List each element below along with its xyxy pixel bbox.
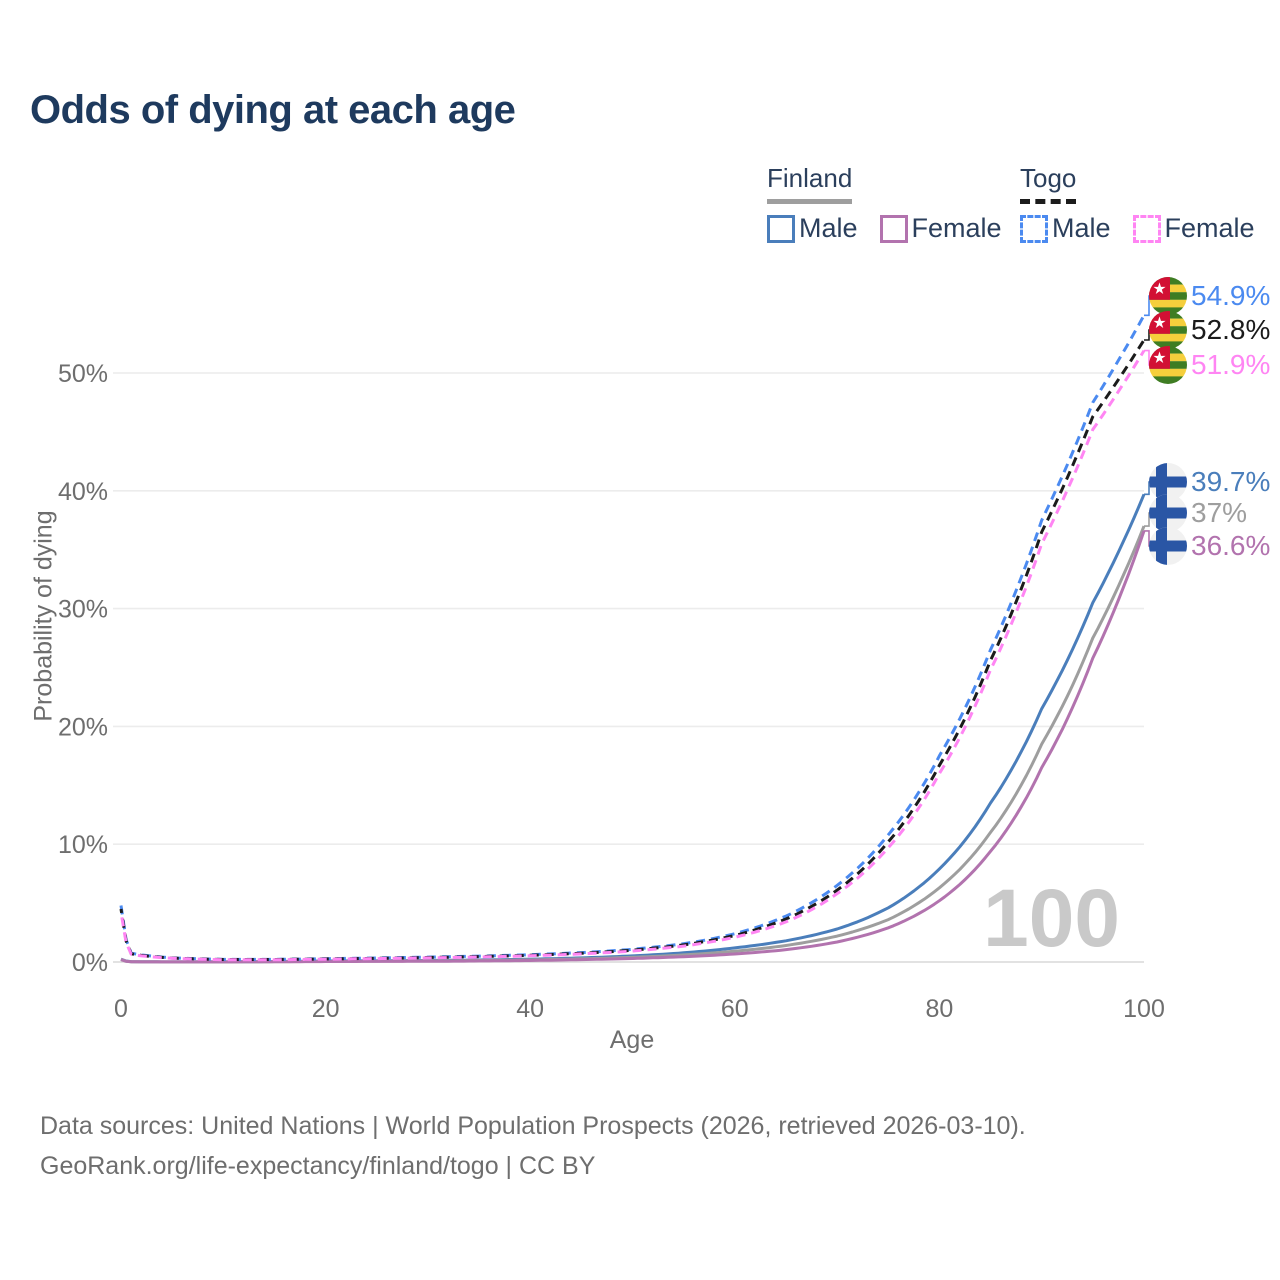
legend-togo-country-label[interactable]: Togo — [1020, 163, 1077, 204]
legend-togo-female-label[interactable]: Female — [1164, 213, 1255, 243]
legend-togo-male-label[interactable]: Male — [1052, 213, 1111, 243]
x-axis-title: Age — [609, 1026, 655, 1054]
end-value-label-finland-total: 37% — [1191, 497, 1247, 528]
legend-finland-country-label[interactable]: Finland — [767, 163, 853, 204]
togo-male-line-swatch[interactable] — [1020, 214, 1048, 243]
end-value-label-togo-female: 51.9% — [1191, 349, 1270, 380]
legend-togo-group: Togo Male Female — [1020, 163, 1277, 244]
series-line-finland-female — [120, 530, 1146, 964]
data-sources-line2: GeoRank.org/life-expectancy/finland/togo… — [40, 1152, 596, 1180]
y-tick-label-10%: 10% — [58, 831, 108, 859]
end-value-label-togo-total: 52.8% — [1191, 314, 1270, 345]
finland-flag-icon — [1149, 527, 1187, 565]
togo-female-line-swatch[interactable] — [1132, 214, 1161, 243]
data-sources-line1: Data sources: United Nations | World Pop… — [40, 1112, 1026, 1140]
series-line-togo-female — [119, 349, 1146, 962]
togo-flag-icon — [1149, 346, 1187, 384]
y-tick-label-50%: 50% — [58, 360, 108, 388]
x-tick-label-80: 80 — [925, 995, 953, 1023]
x-tick-label-60: 60 — [721, 995, 749, 1023]
end-value-label-finland-male: 39.7% — [1191, 466, 1270, 497]
togo-flag-icon — [1149, 277, 1187, 315]
x-tick-label-40: 40 — [516, 995, 544, 1023]
legend-finland-group: Finland Male Female — [767, 163, 1024, 244]
age-watermark: 100 — [983, 873, 1120, 964]
finland-female-line-swatch[interactable] — [879, 214, 908, 243]
end-value-label-togo-male: 54.9% — [1191, 280, 1270, 311]
y-tick-label-30%: 30% — [58, 596, 108, 624]
legend-finland-female-label[interactable]: Female — [911, 213, 1002, 243]
x-tick-label-0: 0 — [114, 995, 128, 1023]
y-axis-title: Probability of dying — [29, 510, 58, 722]
x-tick-label-20: 20 — [312, 995, 340, 1023]
togo-flag-icon — [1149, 311, 1187, 349]
data-sources: Data sources: United Nations | World Pop… — [40, 1106, 1026, 1186]
end-value-label-finland-female: 36.6% — [1191, 530, 1270, 561]
series-line-togo-male — [119, 314, 1146, 961]
legend-finland-male-label[interactable]: Male — [799, 213, 858, 243]
y-tick-label-40%: 40% — [58, 478, 108, 506]
finland-flag-icon — [1149, 494, 1187, 532]
mortality-chart: 0% 10% 20% 30% 40% 50% 0 20 40 60 80 100 100 39.7%37%… — [58, 277, 1270, 1023]
x-tick-label-100: 100 — [1123, 995, 1165, 1023]
finland-male-line-swatch[interactable] — [767, 214, 795, 243]
chart-title: Odds of dying at each age — [30, 88, 516, 132]
y-tick-label-20%: 20% — [58, 713, 108, 741]
y-tick-label-0%: 0% — [72, 949, 108, 977]
